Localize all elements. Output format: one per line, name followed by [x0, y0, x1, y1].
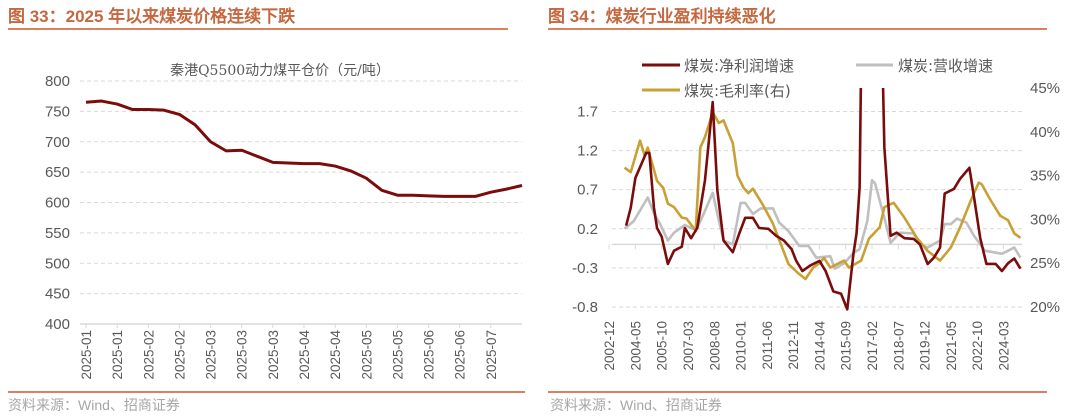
x-tick-label: 2011-06	[760, 321, 775, 370]
x-tick-label: 2025-02	[172, 330, 187, 380]
x-tick-label: 2004-05	[628, 321, 643, 371]
x-tick-label: 2021-05	[944, 321, 959, 371]
x-tick-label: 2025-04	[328, 330, 343, 380]
right-y-tick-label: 40%	[1030, 124, 1060, 141]
x-tick-label: 2012-11	[786, 321, 801, 370]
x-tick-label: 2002-12	[602, 321, 617, 371]
x-tick-label: 2022-10	[970, 321, 985, 371]
y-tick-label: 750	[45, 103, 70, 120]
x-tick-label: 2025-07	[484, 330, 499, 380]
x-tick-label: 2019-12	[918, 321, 933, 371]
y-tick-label: 550	[45, 225, 70, 242]
price-line	[85, 99, 523, 198]
legend-label-revenue: 煤炭:营收增速	[898, 57, 993, 75]
x-tick-label: 2025-02	[141, 330, 156, 380]
x-tick-label: 2025-03	[235, 330, 250, 380]
x-tick-label: 2010-01	[734, 321, 749, 371]
x-tick-label: 2025-05	[359, 330, 374, 380]
x-tick-label: 2007-03	[681, 321, 696, 371]
legend-label-net-profit: 煤炭:净利润增速	[684, 57, 794, 75]
x-tick-label: 2017-02	[865, 321, 880, 371]
y-tick-label: 500	[45, 255, 70, 272]
left-chart: 800 750 700 650 600 550 500 450 400 2025-01 2025-0…	[45, 73, 523, 380]
y-tick-label: 600	[45, 195, 70, 212]
y-tick-label: 700	[45, 134, 70, 151]
legend-label-gross-margin: 煤炭:毛利率(右)	[684, 82, 791, 100]
x-tick-label: 2025-01	[110, 330, 125, 380]
left-y-tick-label: 1.2	[577, 143, 598, 160]
x-tick-label: 2024-03	[996, 321, 1011, 371]
net-profit-growth-line	[624, 88, 1022, 311]
left-y-tick-label: -0.3	[572, 260, 598, 277]
gross-margin-line	[623, 111, 1022, 281]
right-chart-title: 图 34：煤炭行业盈利持续恶化	[548, 6, 776, 26]
x-tick-label: 2005-10	[655, 321, 670, 371]
x-tick-label: 2018-07	[891, 321, 906, 371]
x-tick-label: 2025-04	[297, 330, 312, 380]
right-y-tick-label: 30%	[1030, 211, 1060, 228]
y-tick-label: 450	[45, 286, 70, 303]
x-tick-label: 2025-06	[422, 330, 437, 380]
x-tick-label: 2008-08	[707, 321, 722, 371]
left-source-note: 资料来源：Wind、招商证券	[8, 397, 180, 413]
y-tick-label: 650	[45, 164, 70, 181]
left-y-tick-label: 0.2	[577, 221, 598, 238]
right-source-note: 资料来源：Wind、招商证券	[550, 397, 722, 413]
x-tick-label: 2025-06	[453, 330, 468, 380]
right-y-tick-label: 20%	[1030, 299, 1060, 316]
y-tick-label: 400	[45, 316, 70, 333]
x-tick-label: 2025-01	[79, 330, 94, 380]
x-tick-label: 2025-05	[390, 330, 405, 380]
right-y-tick-label: 45%	[1030, 80, 1060, 97]
y-tick-label: 800	[45, 73, 70, 90]
x-tick-label: 2025-03	[266, 330, 281, 380]
left-chart-title: 图 33：2025 年以来煤炭价格连续下跌	[8, 6, 296, 26]
x-tick-label: 2014-04	[812, 321, 827, 371]
left-y-tick-label: 0.7	[577, 182, 598, 199]
right-chart: 1.7 1.2 0.7 0.2 -0.3 -0.8 45% 40% 35% 30% 25% 20% 20…	[572, 80, 1060, 371]
x-tick-label: 2025-03	[204, 330, 219, 380]
x-tick-label: 2015-09	[839, 321, 854, 371]
legend: 煤炭:净利润增速 煤炭:营收增速 煤炭:毛利率(右)	[642, 57, 993, 100]
left-y-tick-label: 1.7	[577, 103, 598, 120]
right-y-tick-label: 25%	[1030, 255, 1060, 272]
right-y-tick-label: 35%	[1030, 168, 1060, 185]
left-chart-subtitle: 秦港Q5500动力煤平仓价（元/吨）	[170, 63, 390, 79]
left-y-tick-label: -0.8	[572, 299, 598, 316]
